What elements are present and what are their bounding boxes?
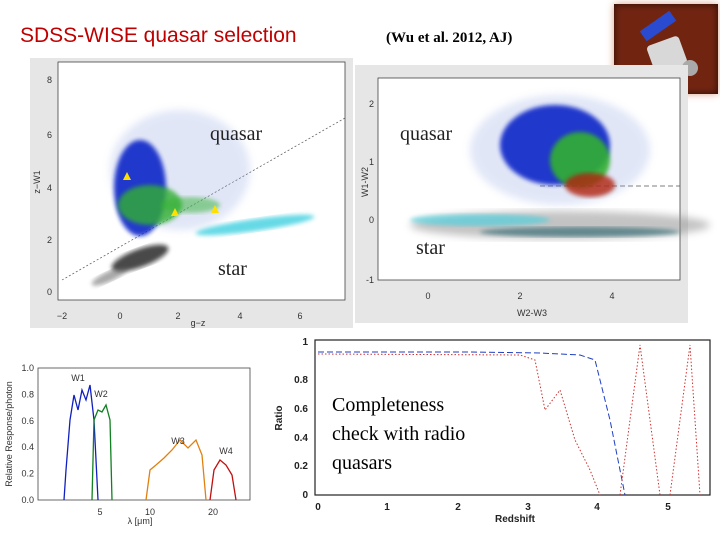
band-label: W4	[219, 446, 233, 456]
x-tick-label: 5	[97, 507, 102, 517]
y-tick-label: 2	[369, 99, 374, 109]
y-tick-label: 0.6	[21, 416, 34, 426]
color-color-plot-2	[355, 65, 710, 323]
annotation-line: quasars	[332, 452, 392, 474]
x-axis-label: g−z	[191, 318, 206, 328]
y-tick-label: 0.6	[294, 404, 308, 415]
y-tick-label: 1.0	[21, 363, 34, 373]
x-tick-label: 1	[384, 502, 390, 513]
x-tick-label: 4	[594, 502, 600, 513]
x-tick-label: 4	[237, 311, 242, 321]
annotation: quasar	[210, 123, 263, 145]
x-tick-label: 4	[609, 291, 614, 301]
completeness-plot	[260, 333, 720, 533]
annotation: quasar	[400, 123, 453, 145]
x-tick-label: 6	[297, 311, 302, 321]
x-tick-label: 3	[525, 502, 531, 513]
y-tick-label: 6	[47, 130, 52, 140]
y-tick-label: 0.0	[21, 495, 34, 505]
x-tick-label: 0	[315, 502, 321, 513]
band-label: W3	[171, 436, 185, 446]
x-tick-label: 2	[175, 311, 180, 321]
annotation: star	[218, 258, 247, 280]
y-tick-label: 2	[47, 235, 52, 245]
filter-response-plot	[0, 340, 258, 530]
annotation-line: Completeness	[332, 394, 444, 416]
y-tick-label: 0	[302, 490, 308, 501]
annotation-line: check with radio	[332, 423, 465, 445]
y-tick-label: 1	[302, 337, 308, 348]
band-label: W2	[94, 389, 108, 399]
x-tick-label: 0	[117, 311, 122, 321]
x-axis-label: Redshift	[495, 514, 536, 525]
y-tick-label: 8	[47, 75, 52, 85]
y-tick-label: -1	[366, 275, 374, 285]
citation: (Wu et al. 2012, AJ)	[386, 30, 512, 46]
x-axis-label: λ [μm]	[128, 516, 153, 526]
y-axis-label: z−W1	[32, 170, 42, 193]
x-tick-label: 5	[665, 502, 671, 513]
y-tick-label: 0.8	[21, 389, 34, 399]
y-axis-label: W1-W2	[360, 167, 370, 197]
y-tick-label: 0	[369, 215, 374, 225]
x-tick-label: 2	[455, 502, 461, 513]
y-tick-label: 0.4	[21, 442, 34, 452]
x-tick-label: 20	[208, 507, 218, 517]
x-tick-label: 10	[145, 507, 155, 517]
y-tick-label: 0.2	[294, 461, 308, 472]
y-tick-label: 4	[47, 183, 52, 193]
color-color-plot-1	[30, 58, 353, 328]
x-tick-label: 0	[425, 291, 430, 301]
annotation: star	[416, 237, 445, 259]
x-axis-label: W2-W3	[517, 308, 547, 318]
y-tick-label: 0.2	[21, 469, 34, 479]
annotation: Completeness check with radio quasars	[332, 394, 465, 474]
y-tick-label: 1	[369, 157, 374, 167]
x-tick-label: 2	[517, 291, 522, 301]
y-tick-label: 0.4	[294, 433, 308, 444]
x-tick-label: −2	[57, 311, 67, 321]
y-tick-label: 0	[47, 287, 52, 297]
y-tick-label: 0.8	[294, 375, 308, 386]
y-axis-label: Ratio	[274, 406, 285, 431]
slide-title: SDSS-WISE quasar selection	[20, 24, 297, 47]
y-axis-label: Relative Response/photon	[4, 381, 14, 487]
band-label: W1	[71, 373, 85, 383]
